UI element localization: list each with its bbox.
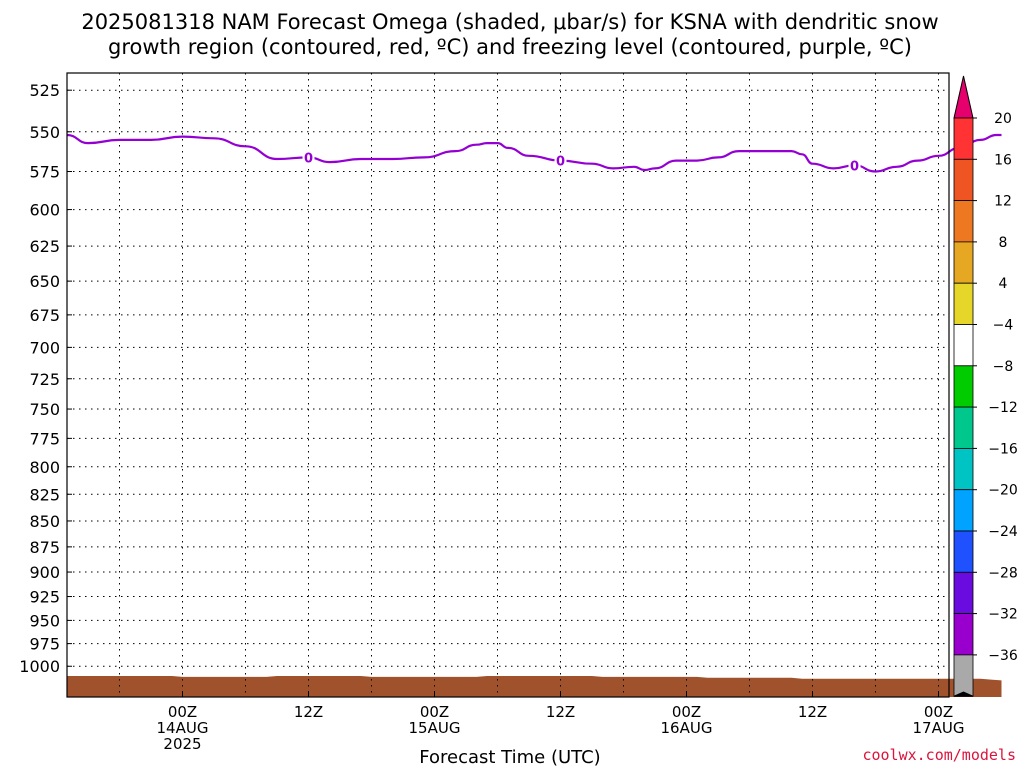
y-tick-label-675: 675 [29,306,60,325]
colorbar-bin-12 [953,613,974,656]
colorbar-bottom-arrow [953,691,974,697]
y-tick-label-650: 650 [29,272,60,291]
chart-title-line-1: 2025081318 NAM Forecast Omega (shaded, μ… [81,10,938,34]
plot-frame [66,72,950,698]
colorbar-label-10: −24 [988,524,1018,540]
colorbar-bin-11 [953,571,974,614]
freezing-label-bg-1 [554,152,567,169]
x-tick-label-0-0: 00Z [168,703,197,721]
colorbar-bin-1 [953,158,974,202]
colorbar-bin-3 [953,241,974,284]
colorbar-label-7: −12 [988,400,1018,416]
y-tick-label-875: 875 [29,538,60,557]
colorbar-label-5: −4 [993,318,1014,334]
chart-title-line-2: growth region (contoured, red, ºC) and f… [108,35,912,59]
colorbar-label-3: 8 [999,235,1008,251]
y-tick-label-575: 575 [29,163,60,182]
x-tick-label-6-0: 00Z [924,703,953,721]
x-tick-label-1-0: 12Z [294,703,323,721]
colorbar-label-0: 20 [994,111,1012,127]
y-tick-label-525: 525 [29,81,60,100]
y-tick-label-700: 700 [29,338,60,357]
freezing-label-bg-0 [302,149,315,166]
colorbar-bin-8 [953,447,974,491]
colorbar-bin-5 [953,324,974,367]
y-tick-label-950: 950 [29,611,60,630]
x-axis-label: Forecast Time (UTC) [419,747,600,768]
y-tick-label-625: 625 [29,237,60,256]
terrain-fill [67,676,1002,697]
y-tick-label-975: 975 [29,635,60,654]
y-tick-label-800: 800 [29,458,60,477]
colorbar-label-12: −32 [988,607,1018,623]
x-tick-label-0-2: 2025 [163,735,201,753]
x-tick-label-4-1: 16AUG [661,719,713,737]
colorbar-label-2: 12 [994,194,1012,210]
y-tick-label-900: 900 [29,563,60,582]
y-tick-label-925: 925 [29,588,60,607]
colorbar-label-8: −16 [988,441,1018,457]
colorbar-bin-10 [953,530,974,573]
x-tick-label-2-0: 00Z [420,703,449,721]
colorbar-bin-0 [953,117,974,160]
colorbar-bin-4 [953,282,974,325]
colorbar-bin-13 [953,654,974,697]
freezing-level-label-1: 0 [556,155,565,170]
colorbar-bin-9 [953,489,974,532]
colorbar-label-4: 4 [999,276,1008,292]
y-tick-label-750: 750 [29,400,60,419]
colorbar-label-6: −8 [993,359,1014,375]
y-tick-label-775: 775 [29,429,60,448]
freezing-level-label-2: 0 [850,159,859,174]
x-tick-label-0-1: 14AUG [157,719,209,737]
y-tick-label-1000: 1000 [19,657,60,676]
credit-label: coolwx.com/models [862,746,1016,764]
colorbar-bin-6 [953,365,974,408]
x-tick-label-4-0: 00Z [672,703,701,721]
colorbar-bin-7 [953,406,974,449]
colorbar-label-13: −36 [988,648,1018,664]
freezing-level-line [66,133,1002,173]
x-tick-label-5-0: 12Z [798,703,827,721]
freezing-level-label-0: 0 [304,151,313,166]
colorbar-label-9: −20 [988,483,1018,499]
x-tick-label-3-0: 12Z [546,703,575,721]
freezing-label-bg-2 [848,157,861,174]
y-tick-label-850: 850 [29,512,60,531]
y-tick-label-725: 725 [29,370,60,389]
colorbar-top-arrow [953,75,974,119]
colorbar-label-1: 16 [994,152,1012,168]
y-tick-label-550: 550 [29,123,60,142]
x-tick-label-2-1: 15AUG [409,719,461,737]
colorbar-bin-2 [953,200,974,243]
y-tick-label-825: 825 [29,485,60,504]
colorbar-label-11: −28 [988,565,1018,581]
y-tick-label-600: 600 [29,201,60,220]
x-tick-label-6-1: 17AUG [913,719,965,737]
